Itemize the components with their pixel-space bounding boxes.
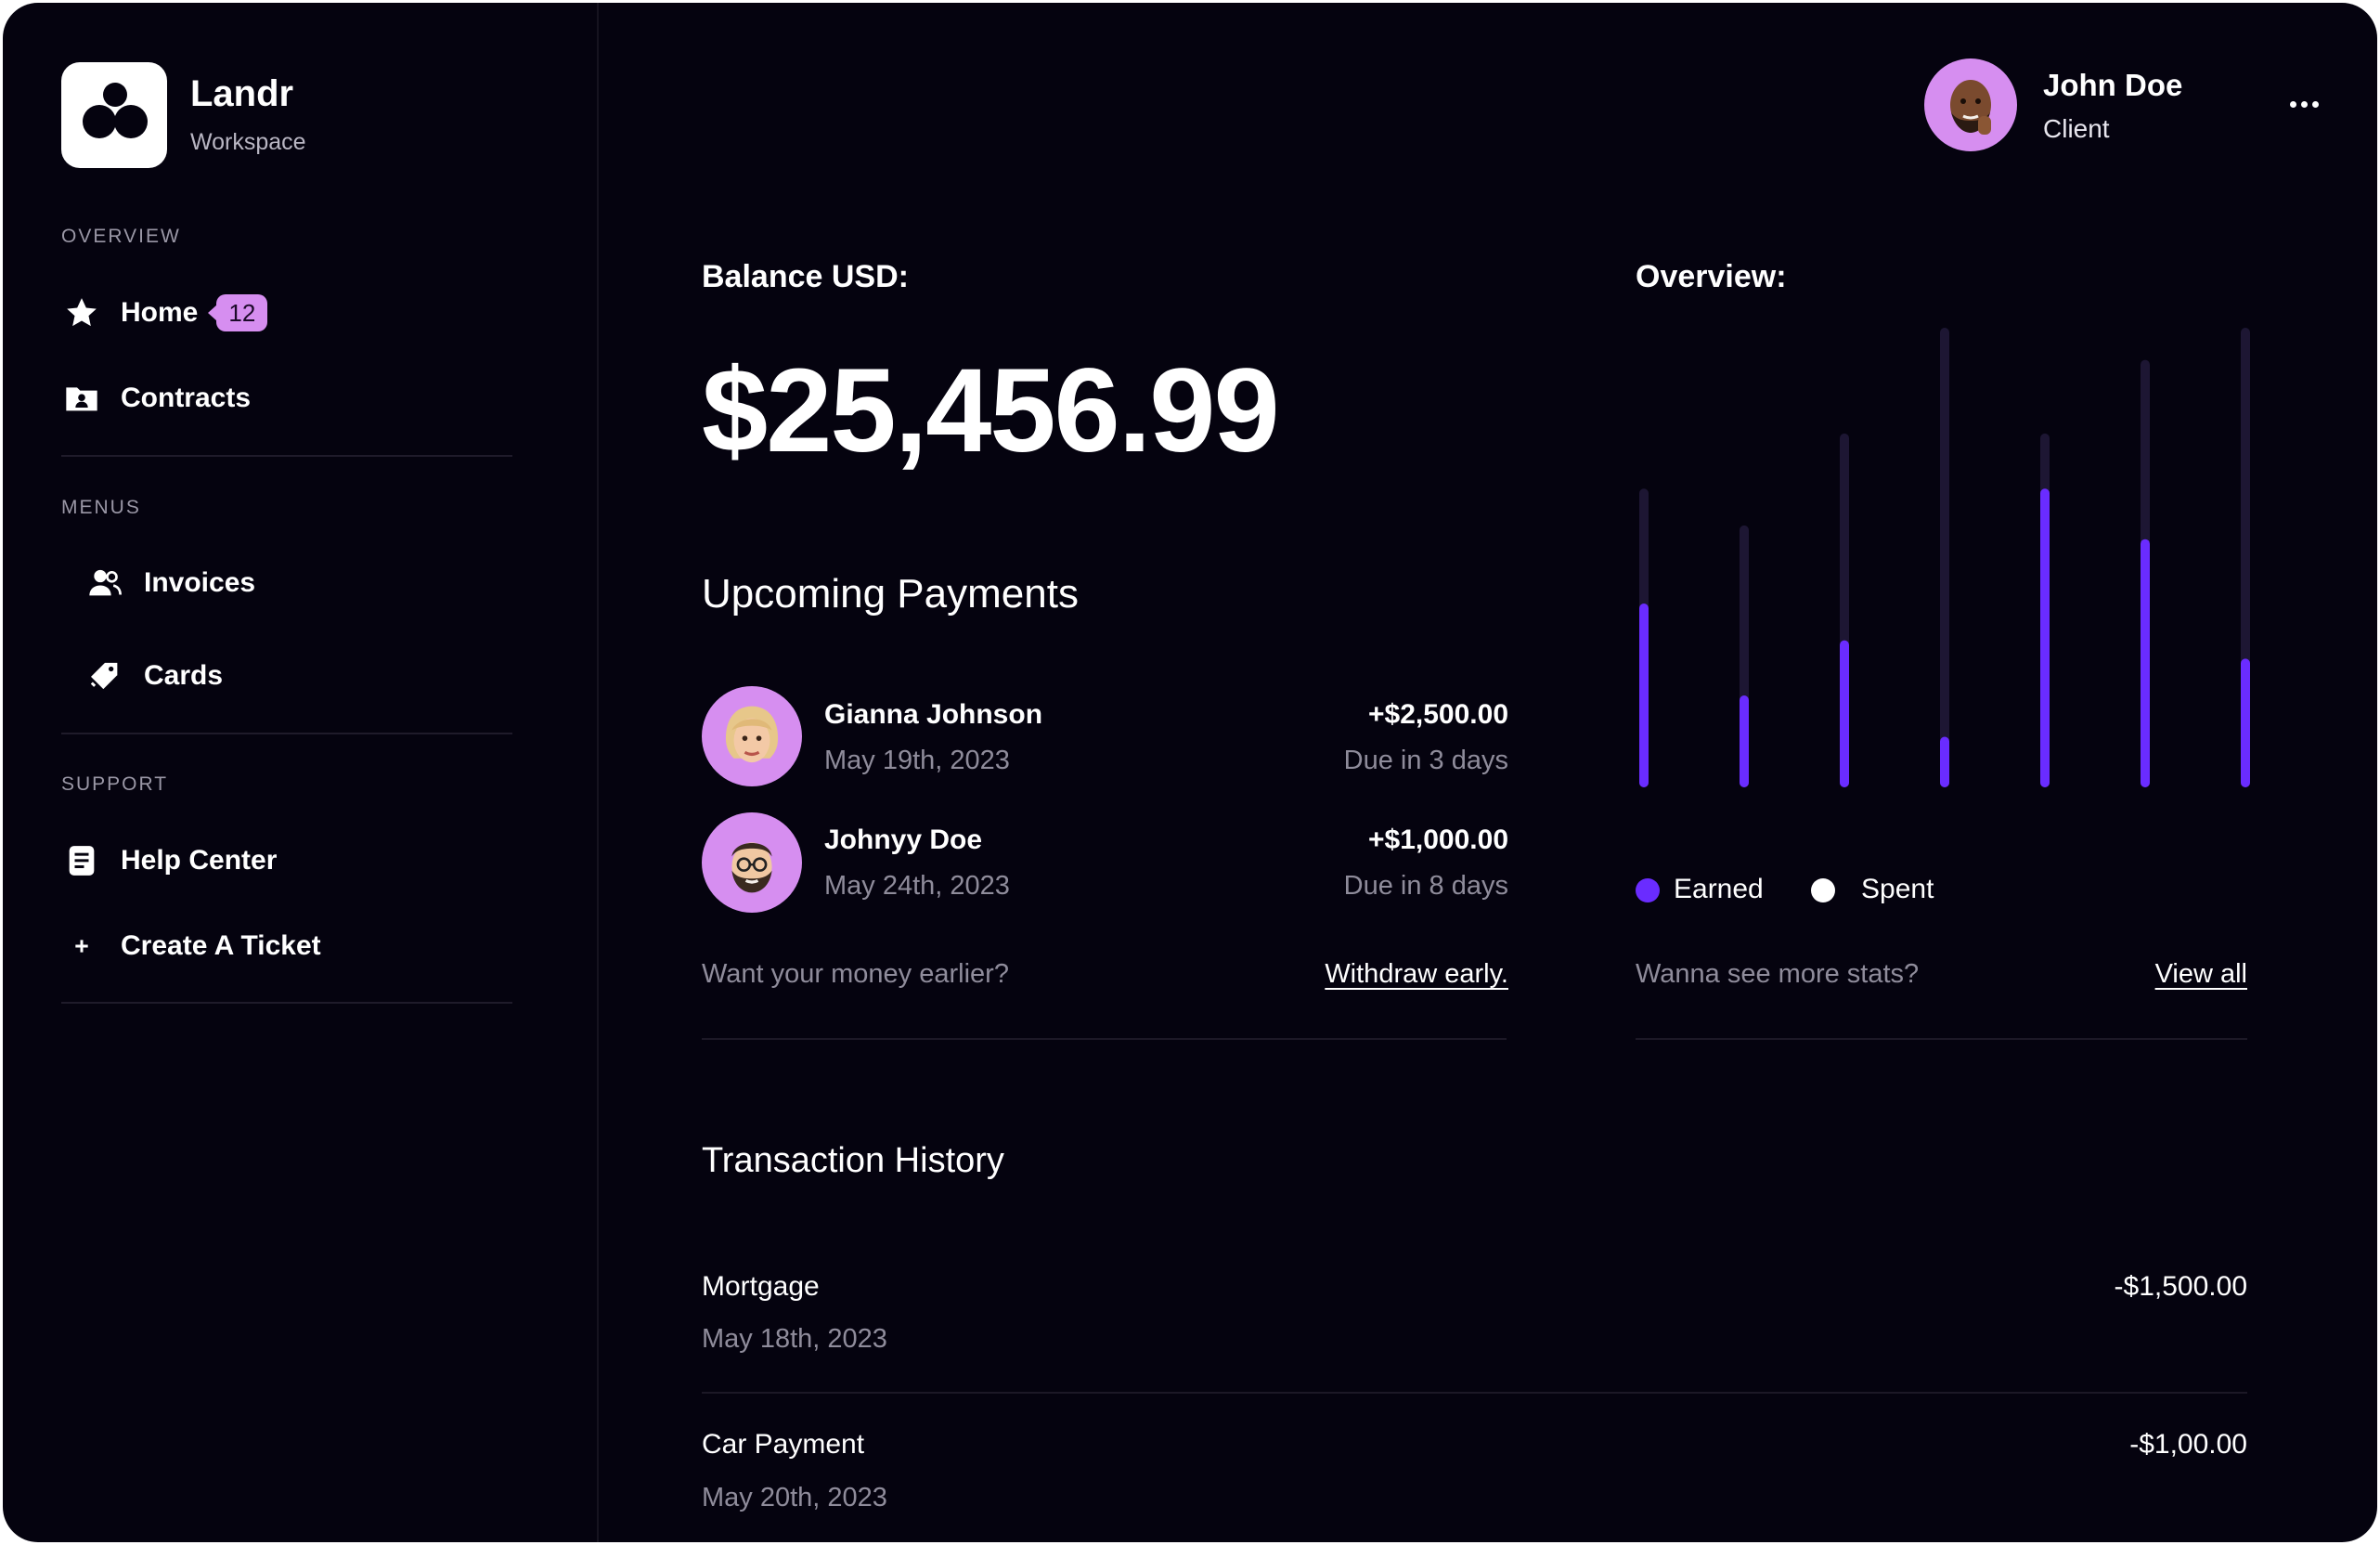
- sidebar-item-label: Cards: [144, 660, 224, 691]
- view-all-link[interactable]: View all: [2154, 959, 2247, 989]
- section-label-overview: OVERVIEW: [61, 226, 181, 247]
- sidebar: Landr Workspace OVERVIEW Home 12 Contrac…: [3, 3, 599, 1542]
- more-options-icon[interactable]: [2286, 92, 2323, 120]
- balance-label: Balance USD:: [702, 259, 909, 294]
- earned-bar: [1840, 640, 1849, 787]
- payment-name: Johnyy Doe: [824, 824, 983, 855]
- tag-icon: [84, 656, 125, 696]
- transaction-date: May 18th, 2023: [702, 1324, 887, 1354]
- sidebar-item-label: Contracts: [121, 383, 252, 413]
- payment-due: Due in 8 days: [1343, 871, 1508, 901]
- logo[interactable]: [61, 62, 167, 168]
- payer-avatar: [702, 686, 802, 786]
- transaction-history-title: Transaction History: [702, 1141, 1004, 1180]
- app-window: Landr Workspace OVERVIEW Home 12 Contrac…: [3, 3, 2377, 1542]
- divider: [702, 1038, 1507, 1040]
- sidebar-item-invoices[interactable]: Invoices: [84, 557, 255, 609]
- payment-due: Due in 3 days: [1343, 746, 1508, 775]
- divider: [61, 1002, 512, 1004]
- overview-bar-chart: [1639, 328, 2250, 787]
- document-icon: [61, 840, 102, 881]
- earned-bar: [2040, 488, 2050, 787]
- sidebar-item-help-center[interactable]: Help Center: [61, 835, 277, 887]
- earned-bar: [1740, 695, 1749, 787]
- sidebar-item-label: Create A Ticket: [121, 930, 321, 961]
- spent-legend-dot: [1811, 878, 1835, 902]
- divider: [1636, 1038, 2247, 1040]
- payment-name: Gianna Johnson: [824, 699, 1043, 730]
- transaction-amount: -$1,00.00: [2129, 1429, 2247, 1460]
- user-memoji-icon: [1950, 80, 1991, 135]
- sidebar-item-cards[interactable]: Cards: [84, 650, 223, 702]
- section-label-support: SUPPORT: [61, 773, 169, 795]
- user-role: Client: [2043, 114, 2110, 143]
- user-avatar[interactable]: [1924, 58, 2017, 151]
- sidebar-item-label: Home: [121, 297, 199, 328]
- legend-spent: Spent: [1861, 874, 1934, 904]
- balance-amount: $25,456.99: [702, 344, 1280, 477]
- users-icon: [84, 563, 125, 604]
- sidebar-item-home[interactable]: Home 12: [61, 287, 268, 339]
- payment-amount: +$2,500.00: [1368, 699, 1508, 730]
- landr-logo-icon: [83, 83, 148, 138]
- transaction-name: Car Payment: [702, 1429, 865, 1460]
- withdraw-prompt: Want your money earlier?: [702, 959, 1009, 989]
- earned-bar: [1940, 736, 1949, 787]
- transaction-date: May 20th, 2023: [702, 1483, 887, 1513]
- earned-bar: [2241, 658, 2250, 787]
- sidebar-item-label: Help Center: [121, 845, 278, 876]
- memoji-man-icon: [731, 842, 772, 893]
- payment-date: May 19th, 2023: [824, 746, 1010, 775]
- sidebar-item-contracts[interactable]: Contracts: [61, 372, 251, 424]
- legend-earned: Earned: [1674, 874, 1764, 904]
- divider: [61, 733, 512, 734]
- star-icon: [61, 292, 102, 333]
- spent-bar: [1940, 328, 1949, 787]
- earned-legend-dot: [1636, 878, 1660, 902]
- brand-name: Landr: [190, 73, 294, 114]
- plus-icon: [61, 926, 102, 967]
- divider: [61, 455, 512, 457]
- section-label-menus: MENUS: [61, 497, 141, 518]
- withdraw-early-link[interactable]: Withdraw early.: [1325, 959, 1508, 989]
- payment-amount: +$1,000.00: [1368, 824, 1508, 855]
- transaction-amount: -$1,500.00: [2114, 1271, 2247, 1302]
- payer-avatar: [702, 812, 802, 913]
- transaction-name: Mortgage: [702, 1271, 820, 1302]
- stats-prompt: Wanna see more stats?: [1636, 959, 1920, 989]
- sidebar-item-label: Invoices: [144, 567, 256, 598]
- notification-badge: 12: [208, 294, 268, 331]
- sidebar-item-create-ticket[interactable]: Create A Ticket: [61, 920, 321, 972]
- divider: [702, 1392, 2247, 1394]
- contracts-icon: [61, 378, 102, 419]
- memoji-woman-icon: [725, 706, 779, 763]
- payment-date: May 24th, 2023: [824, 871, 1010, 901]
- upcoming-payments-title: Upcoming Payments: [702, 571, 1079, 617]
- brand-subtitle: Workspace: [190, 129, 306, 155]
- user-name: John Doe: [2043, 68, 2183, 102]
- earned-bar: [2141, 539, 2150, 787]
- overview-title: Overview:: [1636, 259, 1787, 294]
- earned-bar: [1639, 604, 1649, 787]
